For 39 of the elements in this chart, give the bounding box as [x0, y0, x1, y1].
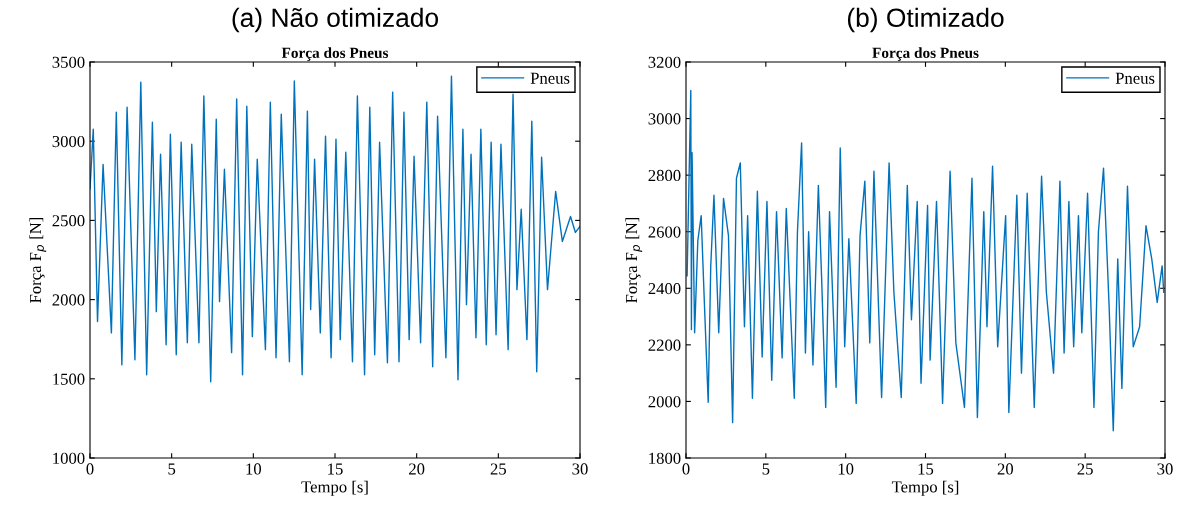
legend-label: Pneus [1115, 72, 1155, 84]
x-tick-label: 0 [682, 463, 690, 475]
y-tick-label: 2800 [648, 169, 681, 182]
chart-title: (b) Otimizado [847, 7, 1004, 33]
chart-title: (a) Não otimizado [232, 7, 439, 33]
x-axis-title: Tempo [s] [301, 480, 368, 496]
x-tick-label: 10 [246, 463, 262, 475]
y-tick-label: 1000 [53, 452, 85, 464]
y-tick-label: 1500 [53, 373, 85, 385]
y-tick-label: 3500 [52, 56, 85, 68]
x-tick-label: 30 [1157, 463, 1173, 475]
y-tick-label: 3000 [52, 135, 85, 148]
x-tick-label: 5 [762, 463, 770, 475]
y-tick-label: 2200 [648, 339, 681, 351]
x-tick-label: 10 [838, 463, 854, 475]
y-tick-label: 2400 [648, 282, 681, 295]
y-tick-label: 2000 [52, 294, 85, 306]
line-series [686, 89, 1165, 432]
chart-subtitle: Força dos Pneus [872, 47, 979, 61]
y-axis-title: Força F$_{p}$ [N] [625, 217, 643, 303]
y-tick-label: 2500 [52, 215, 85, 227]
y-tick-label: 2600 [648, 226, 681, 238]
chart-subtitle: Força dos Pneus [281, 47, 389, 61]
x-tick-label: 25 [1077, 463, 1093, 475]
y-tick-label: 1800 [649, 452, 681, 464]
x-axis-title: Tempo [s] [891, 480, 959, 496]
x-tick-label: 20 [409, 463, 425, 475]
y-axis-title: Força F$_{p}$ [N] [29, 217, 47, 303]
x-tick-label: 0 [86, 463, 94, 475]
y-tick-label: 3000 [648, 113, 681, 125]
y-tick-label: 2000 [648, 396, 681, 408]
y-tick-label: 3200 [648, 56, 681, 68]
x-tick-label: 15 [328, 463, 343, 475]
x-tick-label: 20 [997, 463, 1014, 475]
x-tick-label: 15 [918, 463, 934, 475]
x-tick-label: 5 [168, 463, 176, 475]
x-tick-label: 30 [572, 463, 588, 475]
legend-label: Pneus [530, 72, 570, 84]
x-tick-label: 25 [490, 463, 507, 475]
